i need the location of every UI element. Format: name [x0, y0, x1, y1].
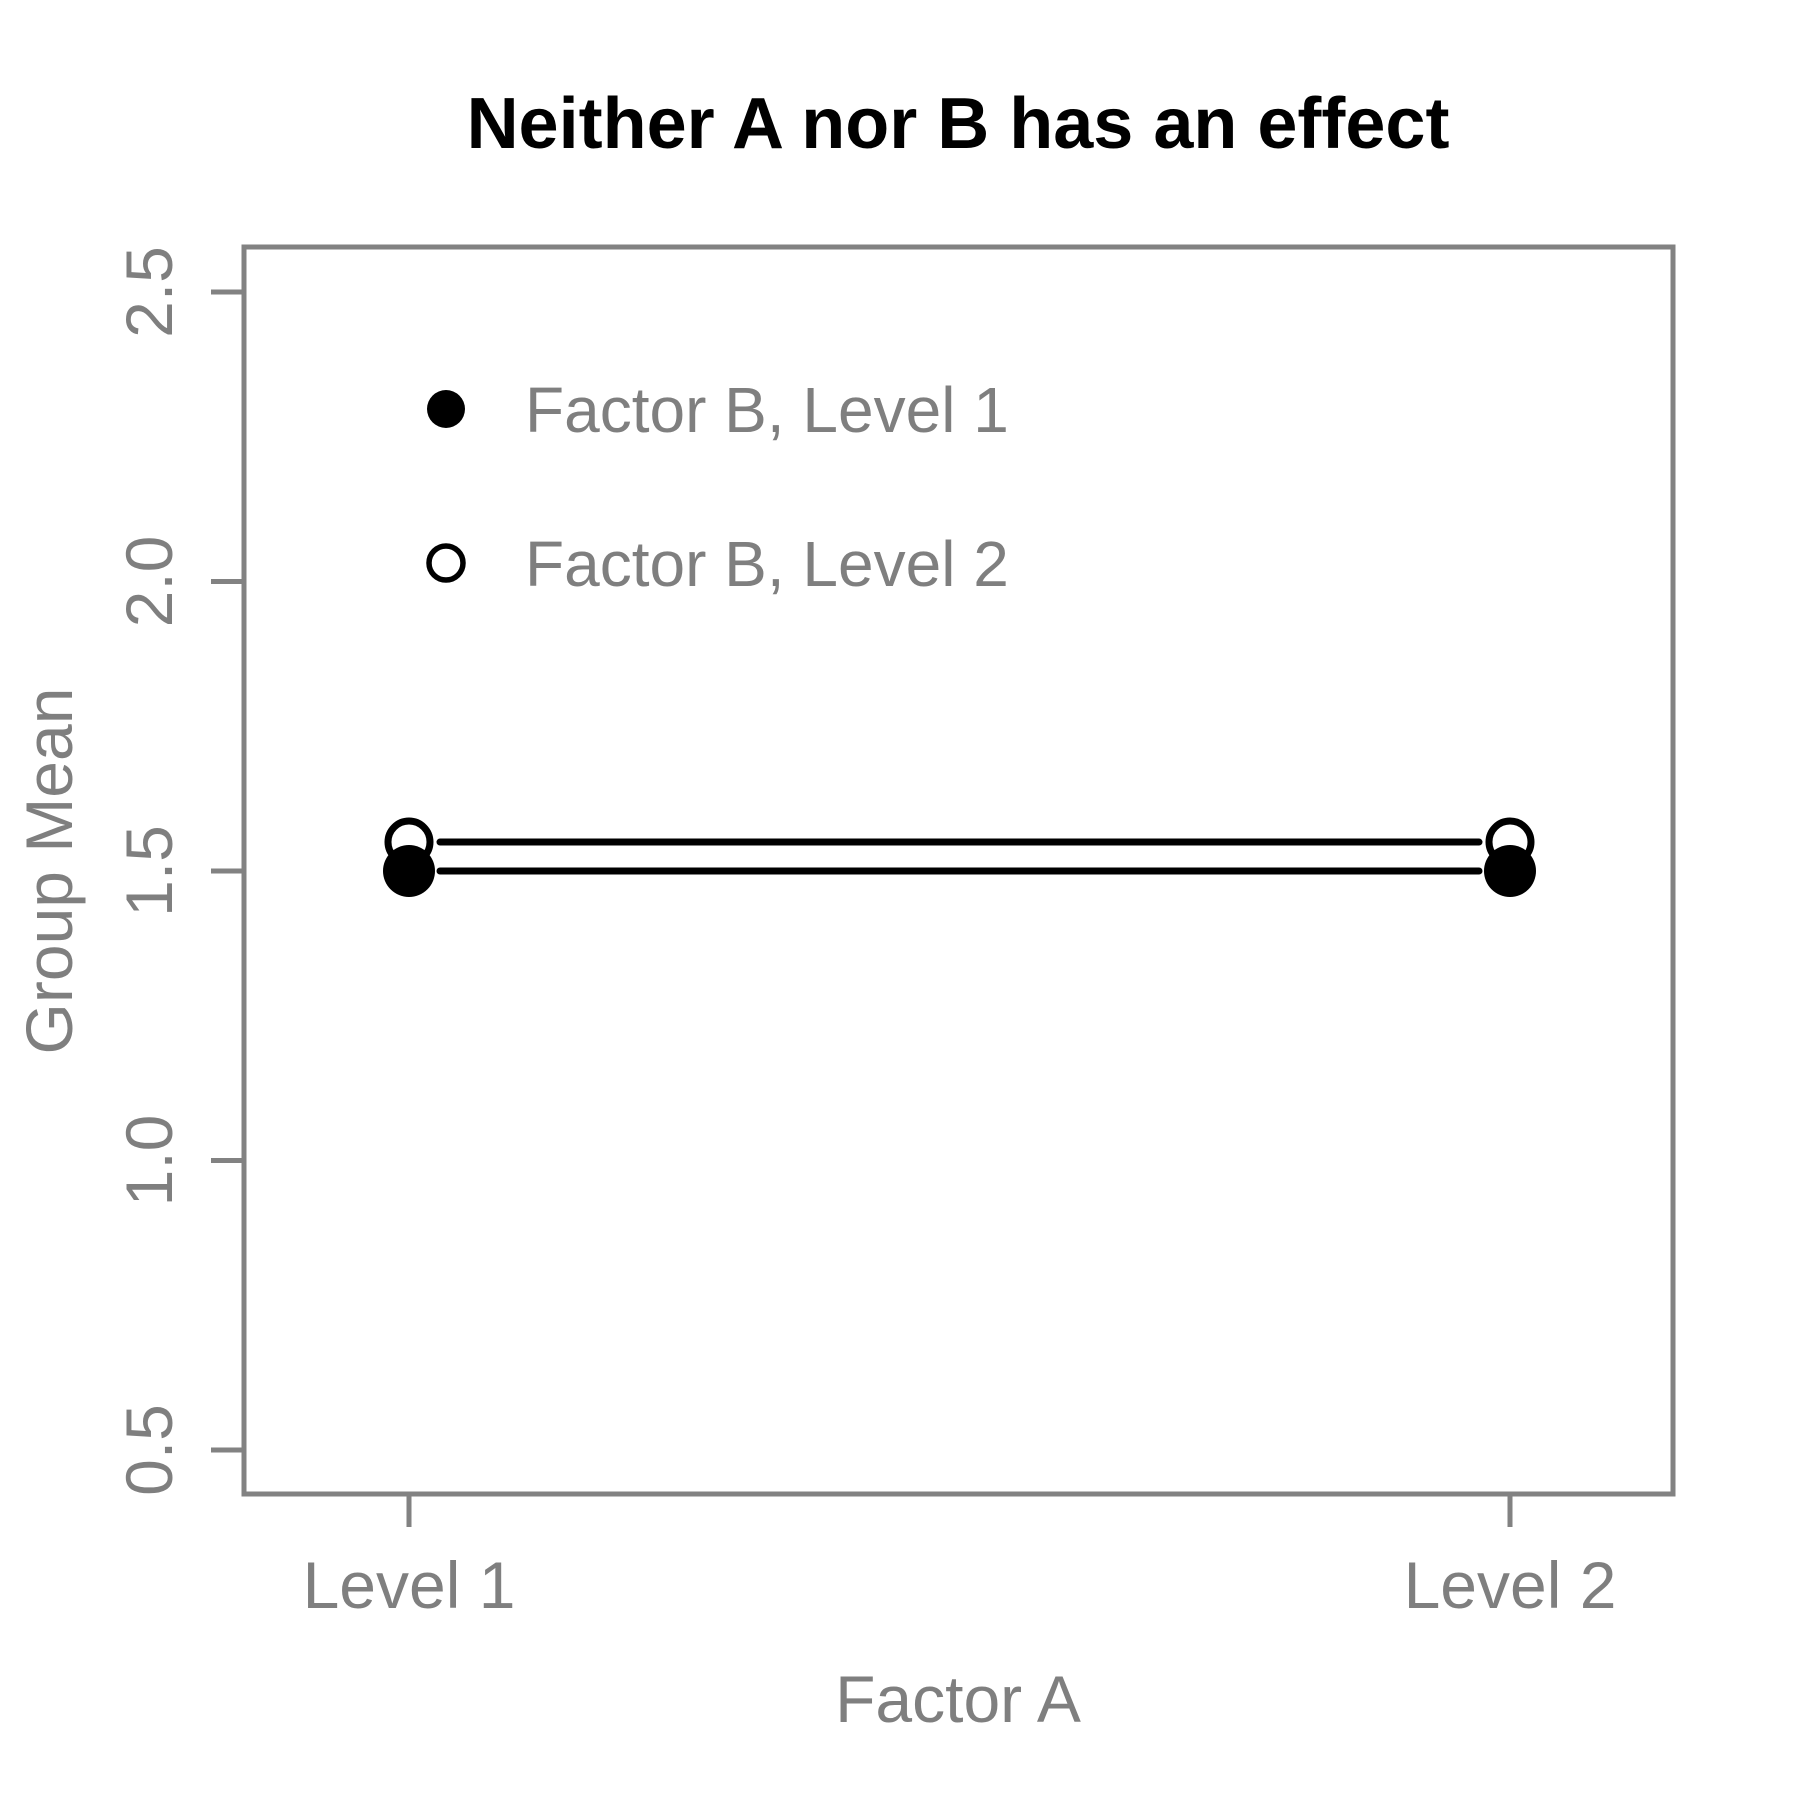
- legend-marker-open-circle: [426, 543, 466, 583]
- y-tick-label: 2.5: [112, 246, 186, 338]
- series-group: [383, 817, 1536, 897]
- y-axis-label: Group Mean: [12, 688, 86, 1055]
- x-tick-label: Level 1: [303, 1548, 516, 1622]
- legend-entry-label: Factor B, Level 2: [525, 528, 1009, 600]
- x-axis: Level 1 Level 2: [303, 1494, 1617, 1622]
- legend-entry-label: Factor B, Level 1: [525, 374, 1009, 446]
- x-tick-label: Level 2: [1404, 1548, 1617, 1622]
- y-axis: 0.5 1.0 1.5 2.0 2.5: [112, 246, 244, 1496]
- y-tick-label: 2.0: [112, 536, 186, 628]
- legend-marker-filled-circle: [427, 390, 465, 428]
- chart-title: Neither A nor B has an effect: [467, 84, 1450, 164]
- y-tick-label: 1.0: [112, 1115, 186, 1207]
- y-tick-label: 0.5: [112, 1404, 186, 1496]
- y-tick-label: 1.5: [112, 825, 186, 917]
- data-point-filled-circle: [383, 845, 435, 897]
- legend: Factor B, Level 1 Factor B, Level 2: [426, 374, 1009, 600]
- x-axis-label: Factor A: [835, 1662, 1081, 1736]
- data-point-filled-circle: [1484, 845, 1536, 897]
